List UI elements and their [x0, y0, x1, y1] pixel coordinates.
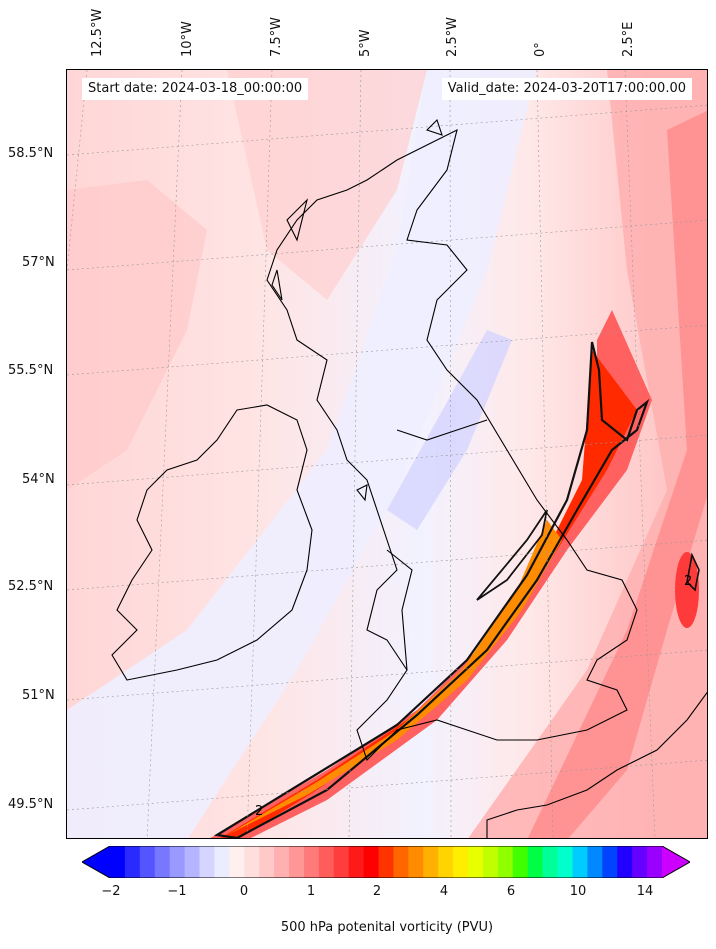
- colorbar-swatch: [154, 846, 171, 878]
- colorbar-swatch: [124, 846, 141, 878]
- lat-label-52.5n: 52.5°N: [8, 579, 54, 594]
- colorbar-tick-neg1: −1: [167, 884, 187, 899]
- colorbar-swatch: [497, 846, 514, 878]
- colorbar-swatch: [468, 846, 484, 878]
- colorbar-swatch: [453, 846, 469, 878]
- colorbar-swatch: [318, 846, 335, 878]
- pv-patch-west: [67, 180, 207, 490]
- lon-label-0: 0°: [533, 42, 548, 57]
- pv-field-map: 2 2: [67, 70, 707, 838]
- lon-label-7.5w: 7.5°W: [269, 16, 284, 57]
- colorbar-swatch: [393, 846, 409, 878]
- colorbar-swatch: [587, 846, 603, 878]
- lat-label-55.5n: 55.5°N: [8, 363, 54, 378]
- lon-label-5w: 5°W: [358, 29, 373, 57]
- colorbar-swatch: [572, 846, 588, 878]
- pv-blob-east: [675, 552, 699, 628]
- coastline-france: [486, 691, 707, 838]
- lon-label-10w: 10°W: [180, 21, 195, 57]
- colorbar-tick-4: 4: [439, 884, 449, 899]
- colorbar-extend-max: [662, 846, 690, 878]
- coastline-hebrides: [271, 198, 309, 301]
- lon-label-2.5w: 2.5°W: [445, 16, 460, 57]
- border-scotland: [396, 419, 488, 441]
- graticule: [67, 70, 707, 838]
- colorbar-swatch: [378, 846, 394, 878]
- colorbar-tick-2: 2: [372, 884, 382, 899]
- pv-contour-2-inner: [476, 509, 548, 601]
- colorbar-swatch: [542, 846, 559, 878]
- map-panel[interactable]: 2 2 Start date: 2024-03-18_00:00:00 Vali…: [66, 69, 708, 839]
- lon-label-2.5e: 2.5°E: [621, 21, 636, 57]
- colorbar-tick-1: 1: [306, 884, 316, 899]
- pv-east-band-strong: [527, 110, 707, 838]
- colorbar-swatch: [303, 846, 320, 878]
- pv-contour-2-east: [686, 552, 700, 592]
- coastline-orkney: [425, 118, 443, 136]
- colorbar-swatch: [199, 846, 215, 878]
- lat-label-51n: 51°N: [22, 688, 55, 703]
- contour-label-sw: 2: [255, 804, 263, 819]
- colorbar-swatch: [647, 846, 663, 878]
- colorbar-tick-neg2: −2: [101, 884, 121, 899]
- colorbar-swatch: [632, 846, 648, 878]
- colorbar-swatch: [274, 846, 290, 878]
- lat-label-49.5n: 49.5°N: [8, 797, 54, 812]
- colorbar-swatch: [512, 846, 529, 878]
- colorbar-tick-0: 0: [239, 884, 249, 899]
- colorbar-swatch: [229, 846, 245, 878]
- start-date-label: Start date: 2024-03-18_00:00:00: [82, 78, 309, 100]
- coastlines: [111, 118, 707, 838]
- colorbar-swatch: [289, 846, 305, 878]
- colorbar-swatch: [139, 846, 156, 878]
- colorbar-swatch: [333, 846, 350, 878]
- lon-label-12.5w: 12.5°W: [90, 8, 105, 57]
- colorbar-swatch: [244, 846, 260, 878]
- border-wales: [386, 549, 413, 671]
- pv-contour-2: [213, 341, 650, 838]
- colorbar-swatch: [169, 846, 186, 878]
- colorbar-tick-14: 14: [636, 884, 654, 899]
- contour-label-east: 2: [684, 574, 692, 589]
- colorbar: [82, 846, 690, 878]
- colorbar-swatch: [259, 846, 275, 878]
- coastline-ireland: [111, 404, 313, 681]
- colorbar-swatch: [527, 846, 544, 878]
- lat-label-54n: 54°N: [22, 472, 55, 487]
- valid-date-label: Valid_date: 2024-03-20T17:00:00.00: [441, 78, 692, 100]
- colorbar-tick-10: 10: [569, 884, 587, 899]
- lat-label-58.5n: 58.5°N: [8, 146, 54, 161]
- coastline-isle-of-man: [356, 484, 368, 502]
- colorbar-swatch: [363, 846, 380, 878]
- low-pv-band: [67, 70, 537, 838]
- colorbar-swatch: [617, 846, 633, 878]
- colorbar-title: 500 hPa potenital vorticity (PVU): [280, 920, 494, 935]
- colorbar-swatch: [482, 846, 499, 878]
- low-pv-core: [387, 330, 512, 530]
- colorbar-swatch: [438, 846, 454, 878]
- lat-label-57n: 57°N: [22, 255, 55, 270]
- pv-patch-northwest: [227, 70, 427, 300]
- colorbar-swatch: [214, 846, 230, 878]
- pv-streamer-core: [220, 350, 637, 838]
- colorbar-swatch: [184, 846, 201, 878]
- colorbar-extend-min: [82, 846, 110, 878]
- pv-streamer-outer: [210, 310, 652, 838]
- colorbar-swatch: [408, 846, 424, 878]
- colorbar-swatch: [557, 846, 573, 878]
- colorbar-swatch: [110, 846, 126, 878]
- colorbar-swatch: [602, 846, 618, 878]
- colorbar-swatch: [423, 846, 439, 878]
- colorbar-swatch: [348, 846, 365, 878]
- coastline-great-britain: [266, 128, 638, 762]
- colorbar-tick-6: 6: [506, 884, 516, 899]
